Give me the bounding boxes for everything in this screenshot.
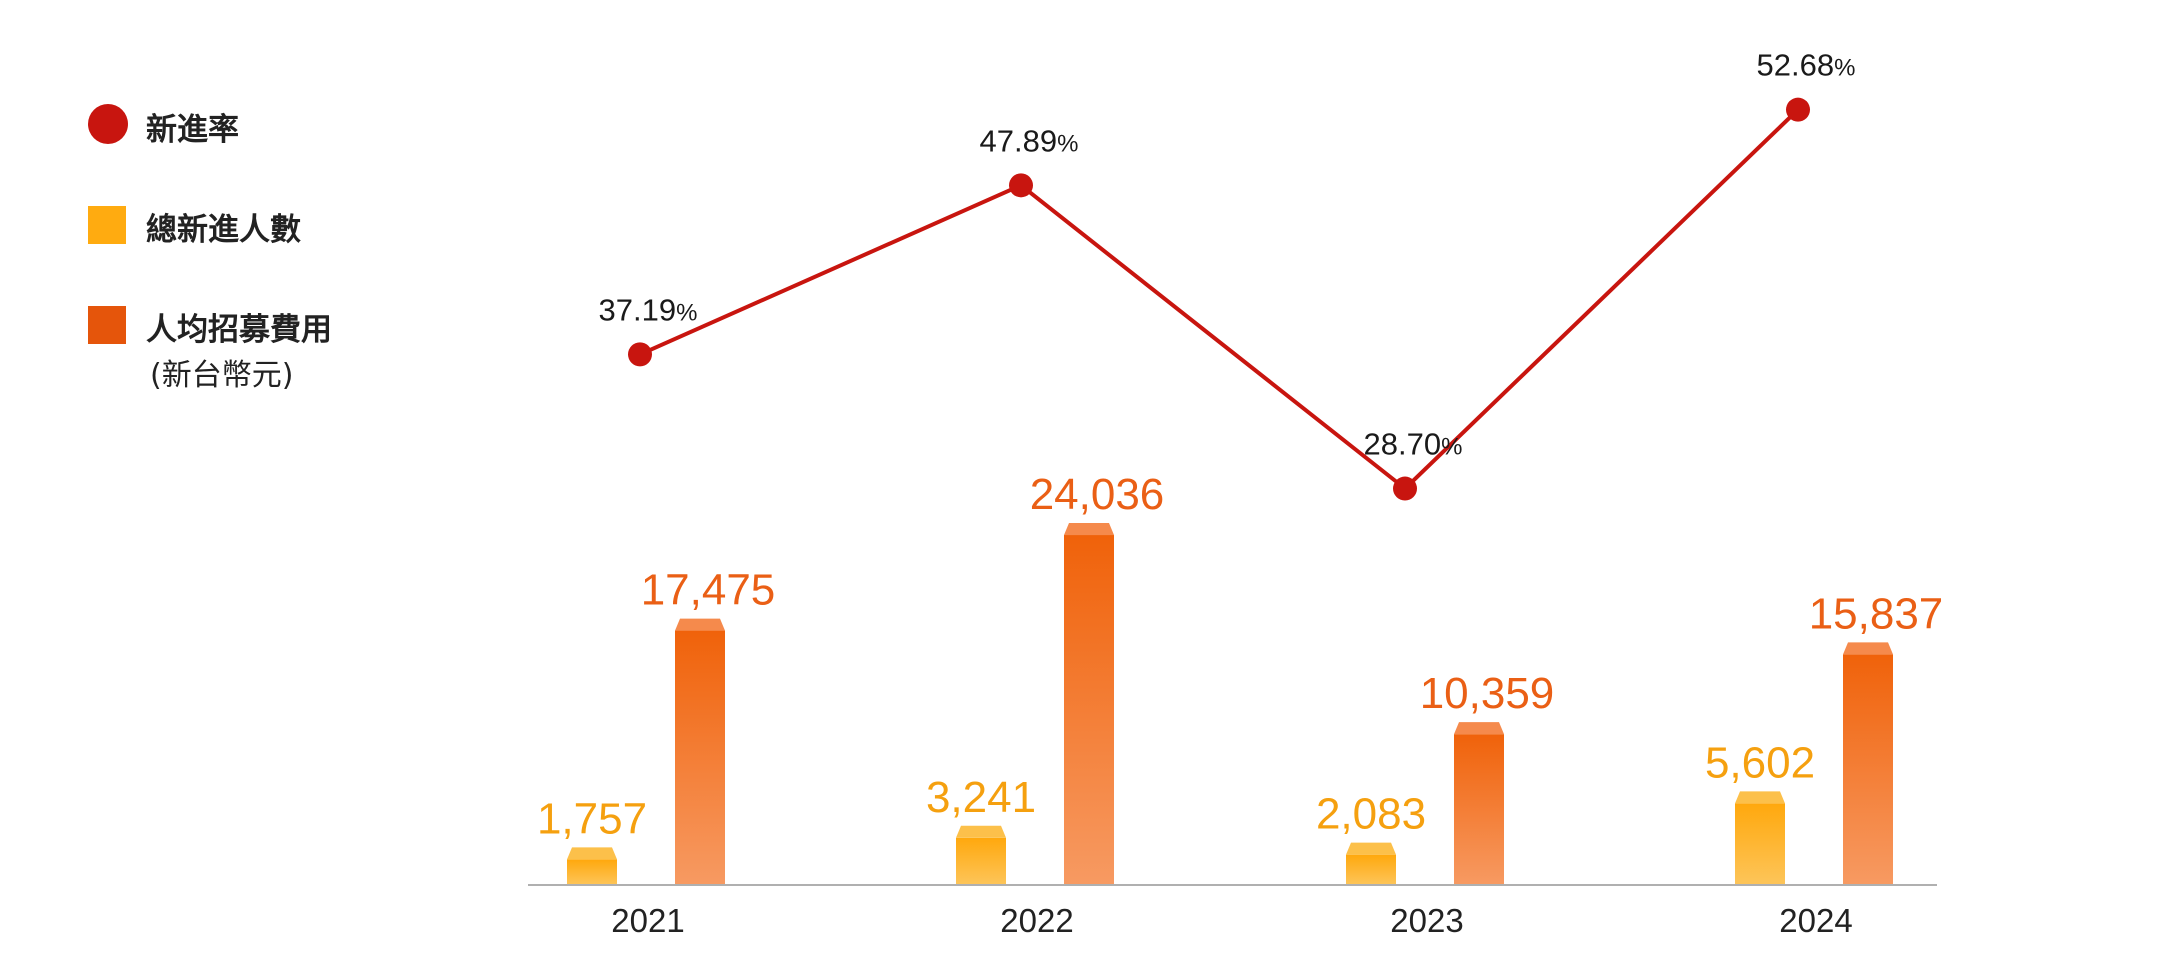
cost-legend-label: 人均招募費用 <box>146 312 332 348</box>
headcount-bar-cap <box>1346 842 1396 855</box>
x-axis-tick-label: 2022 <box>1000 902 1073 939</box>
x-axis-tick-label: 2023 <box>1390 902 1463 939</box>
headcount-legend-marker <box>88 206 126 244</box>
headcount-value-label: 1,757 <box>537 794 647 843</box>
headcount-bar <box>1346 854 1396 885</box>
headcount-bar-cap <box>1735 791 1785 804</box>
rate-point <box>1009 173 1033 198</box>
headcount-bar-cap <box>956 825 1006 838</box>
cost-value-label: 10,359 <box>1420 669 1555 718</box>
rate-point <box>628 342 652 367</box>
cost-bar <box>1064 535 1114 885</box>
cost-bar <box>675 630 725 885</box>
headcount-bar-cap <box>567 847 617 860</box>
cost-bar-cap <box>675 618 725 631</box>
cost-bar-cap <box>1843 642 1893 655</box>
cost-bar-cap <box>1454 722 1504 735</box>
rate-point <box>1393 476 1417 501</box>
rate-line <box>639 108 1800 492</box>
cost-value-label: 17,475 <box>641 566 776 615</box>
rate-value-label: 52.68% <box>1757 48 1856 83</box>
headcount-value-label: 5,602 <box>1705 738 1815 787</box>
x-axis-tick-label: 2024 <box>1779 902 1852 939</box>
rate-point <box>1786 97 1810 122</box>
x-axis-tick-label: 2021 <box>611 902 684 939</box>
cost-legend-marker <box>88 306 126 344</box>
cost-bar <box>1843 654 1893 885</box>
headcount-value-label: 3,241 <box>926 773 1036 822</box>
rate-value-label: 28.70% <box>1364 427 1463 462</box>
headcount-bar <box>956 837 1006 885</box>
rate-legend-marker <box>88 104 128 144</box>
headcount-bar <box>567 859 617 885</box>
rate-value-label: 47.89% <box>980 123 1079 158</box>
headcount-value-label: 2,083 <box>1316 790 1426 839</box>
rate-value-label: 37.19% <box>599 292 698 327</box>
cost-bar-cap <box>1064 523 1114 536</box>
cost-legend-sublabel: (新台幣元) <box>150 358 294 393</box>
cost-bar <box>1454 734 1504 885</box>
cost-value-label: 15,837 <box>1809 589 1944 638</box>
headcount-legend-label: 總新進人數 <box>146 212 301 248</box>
cost-value-label: 24,036 <box>1030 470 1165 519</box>
rate-legend-label: 新進率 <box>146 112 239 148</box>
headcount-bar <box>1735 803 1785 885</box>
